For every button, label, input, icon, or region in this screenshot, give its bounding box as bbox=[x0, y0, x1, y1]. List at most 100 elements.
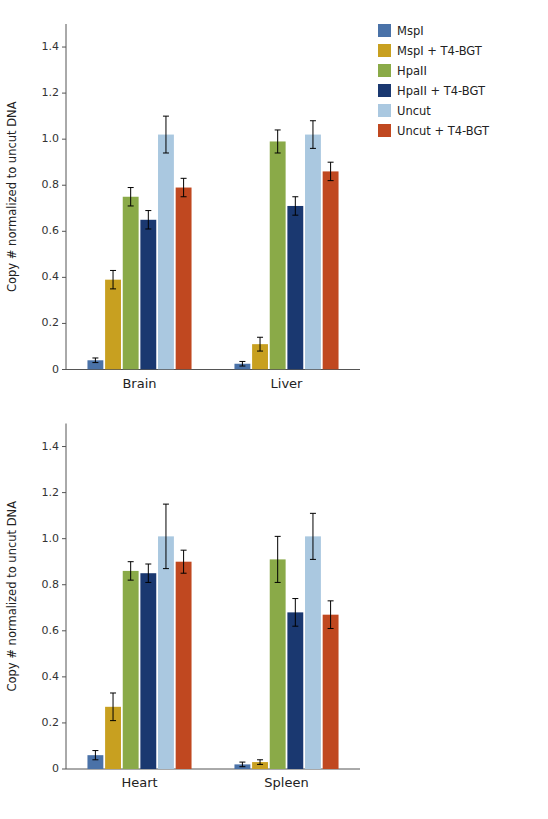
bar bbox=[158, 536, 174, 769]
error-cap bbox=[239, 361, 245, 362]
error-cap bbox=[110, 270, 116, 271]
error-line bbox=[295, 197, 296, 215]
error-line bbox=[148, 564, 149, 582]
error-line bbox=[165, 116, 166, 153]
error-line bbox=[183, 550, 184, 573]
legend-label: Uncut + T4-BGT bbox=[397, 124, 490, 138]
y-tick bbox=[62, 722, 66, 723]
x-tick-label: Heart bbox=[121, 775, 157, 790]
y-tick bbox=[62, 630, 66, 631]
legend-swatch bbox=[378, 64, 391, 77]
error-bar bbox=[275, 536, 281, 582]
legend-label: Uncut bbox=[397, 104, 431, 118]
y-tick bbox=[62, 492, 66, 493]
error-line bbox=[113, 270, 114, 288]
bar bbox=[287, 206, 303, 370]
error-cap bbox=[92, 759, 98, 760]
error-line bbox=[277, 536, 278, 582]
error-bar bbox=[110, 270, 116, 288]
error-cap bbox=[257, 337, 263, 338]
error-line bbox=[242, 762, 243, 767]
legend-label: HpaII bbox=[397, 64, 427, 78]
bar bbox=[305, 536, 321, 769]
legend-swatch bbox=[378, 104, 391, 117]
y-tick bbox=[62, 676, 66, 677]
error-line bbox=[260, 760, 261, 765]
error-cap bbox=[128, 580, 134, 581]
y-tick-label: 0.6 bbox=[42, 624, 60, 637]
error-cap bbox=[257, 759, 263, 760]
bar bbox=[140, 220, 156, 370]
error-line bbox=[148, 211, 149, 229]
y-tick-label: 1.0 bbox=[42, 132, 60, 145]
marks bbox=[87, 504, 338, 769]
y-tick-label: 0.2 bbox=[42, 716, 60, 729]
error-cap bbox=[110, 692, 116, 693]
error-cap bbox=[128, 205, 134, 206]
error-line bbox=[312, 121, 313, 149]
error-cap bbox=[163, 152, 169, 153]
bar bbox=[270, 559, 286, 769]
y-tick bbox=[62, 584, 66, 585]
error-line bbox=[95, 751, 96, 760]
error-cap bbox=[275, 129, 281, 130]
y-tick-label: 1.2 bbox=[42, 86, 60, 99]
bar bbox=[176, 188, 192, 370]
bar bbox=[305, 135, 321, 370]
error-cap bbox=[328, 180, 334, 181]
legend-label: MspI bbox=[397, 24, 424, 38]
y-tick-label: 1.0 bbox=[42, 532, 60, 545]
y-tick bbox=[62, 277, 66, 278]
error-bar bbox=[163, 504, 169, 568]
x-tick-label: Spleen bbox=[264, 775, 308, 790]
error-cap bbox=[257, 351, 263, 352]
error-cap bbox=[145, 228, 151, 229]
error-bar bbox=[145, 564, 151, 582]
legend: MspIMspI + T4-BGTHpaIIHpaII + T4-BGTUncu… bbox=[378, 24, 490, 138]
y-tick bbox=[62, 47, 66, 48]
error-cap bbox=[275, 152, 281, 153]
error-cap bbox=[328, 628, 334, 629]
error-bar bbox=[128, 562, 134, 580]
error-cap bbox=[292, 598, 298, 599]
error-line bbox=[242, 361, 243, 366]
legend-label: MspI + T4-BGT bbox=[397, 44, 483, 58]
error-cap bbox=[163, 504, 169, 505]
error-cap bbox=[92, 750, 98, 751]
bar-chart: 00.20.40.60.81.01.21.4Copy # normalized … bbox=[5, 24, 490, 391]
y-tick bbox=[62, 323, 66, 324]
error-bar bbox=[310, 121, 316, 149]
error-line bbox=[183, 178, 184, 196]
error-cap bbox=[163, 116, 169, 117]
error-bar bbox=[310, 513, 316, 559]
bar bbox=[176, 562, 192, 769]
error-cap bbox=[328, 162, 334, 163]
error-bar bbox=[181, 178, 187, 196]
y-tick bbox=[62, 769, 66, 770]
bar bbox=[158, 135, 174, 370]
bar bbox=[287, 612, 303, 769]
y-axis-label: Copy # normalized to uncut DNA bbox=[5, 501, 19, 692]
error-line bbox=[330, 601, 331, 629]
error-bar bbox=[328, 162, 334, 180]
error-cap bbox=[181, 550, 187, 551]
error-cap bbox=[239, 366, 245, 367]
y-axis-line bbox=[66, 424, 67, 770]
error-cap bbox=[292, 196, 298, 197]
y-tick bbox=[62, 139, 66, 140]
y-tick-label: 0.4 bbox=[42, 270, 60, 283]
error-bar bbox=[110, 693, 116, 721]
error-cap bbox=[181, 573, 187, 574]
error-cap bbox=[110, 720, 116, 721]
bar bbox=[323, 171, 339, 369]
y-tick-label: 1.2 bbox=[42, 486, 60, 499]
error-cap bbox=[181, 178, 187, 179]
error-line bbox=[130, 562, 131, 580]
y-tick bbox=[62, 446, 66, 447]
error-cap bbox=[292, 215, 298, 216]
bar bbox=[270, 141, 286, 369]
error-cap bbox=[275, 582, 281, 583]
y-tick-label: 0.2 bbox=[42, 316, 60, 329]
error-cap bbox=[145, 210, 151, 211]
y-axis-line bbox=[66, 24, 67, 370]
